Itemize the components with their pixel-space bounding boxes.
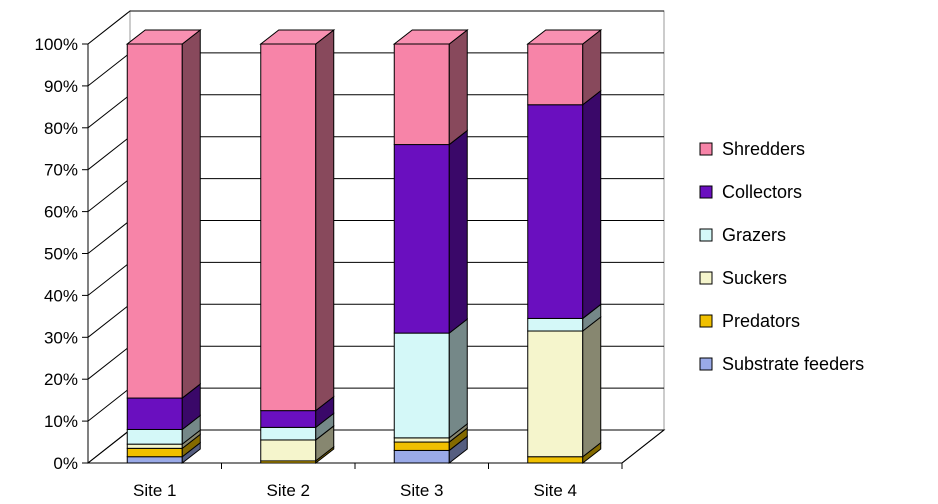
bar-side <box>448 318 468 439</box>
bar-segment <box>393 144 450 334</box>
legend-swatch <box>699 271 713 285</box>
bar-segment <box>126 43 183 399</box>
x-tick-label: Site 1 <box>133 481 176 500</box>
bar-segment <box>260 43 317 412</box>
x-tick-label: Site 3 <box>400 481 443 500</box>
x-axis-depth-line <box>621 429 665 464</box>
bar-segment <box>393 437 450 443</box>
bar-side <box>315 28 335 412</box>
legend-label: Grazers <box>722 225 786 245</box>
bar-segment <box>260 439 317 462</box>
y-tick-label: 30% <box>44 328 78 347</box>
legend: Shredders Collectors Grazers Suckers Predato… <box>699 139 864 374</box>
bar-segment <box>126 456 183 464</box>
bar-segment <box>126 428 183 445</box>
bar-segment <box>527 317 584 332</box>
bar-segment <box>527 104 584 319</box>
bar-segment <box>126 443 183 449</box>
bar-top <box>526 29 603 45</box>
legend-swatch <box>699 142 713 156</box>
y-tick-label: 0% <box>53 454 78 473</box>
y-tick-label: 40% <box>44 286 78 305</box>
bar-side <box>582 89 602 320</box>
y-tick-label: 70% <box>44 161 78 180</box>
y-tick-label: 10% <box>44 412 78 431</box>
bar-segment <box>393 43 450 146</box>
bar-side <box>181 28 201 400</box>
y-tick-label: 20% <box>44 370 78 389</box>
bar-segment <box>126 397 183 430</box>
bar-segment <box>527 456 584 464</box>
bar-segment <box>260 426 317 441</box>
bar-segment <box>393 332 450 439</box>
y-tick-label: 100% <box>35 35 78 54</box>
bar-top <box>392 29 469 45</box>
bar-segment <box>260 410 317 428</box>
legend-swatch <box>699 185 713 199</box>
x-tick-label: Site 4 <box>534 481 577 500</box>
bar-top <box>259 29 336 45</box>
legend-label: Collectors <box>722 182 802 202</box>
bar-side <box>448 28 468 146</box>
bar-segment <box>527 43 584 106</box>
y-tick-label: 50% <box>44 245 78 264</box>
bar-segment <box>527 330 584 458</box>
y-tick-label: 90% <box>44 77 78 96</box>
bar-segment <box>393 449 450 464</box>
legend-swatch <box>699 314 713 328</box>
y-tick-label: 60% <box>44 203 78 222</box>
bar-side <box>582 315 602 458</box>
legend-swatch <box>699 228 713 242</box>
legend-label: Suckers <box>722 268 787 288</box>
bar-side <box>448 129 468 335</box>
bar-segment <box>126 447 183 458</box>
bar-segment <box>393 441 450 451</box>
x-tick-label: Site 2 <box>267 481 310 500</box>
bar-top <box>125 29 202 45</box>
gridline <box>87 10 664 45</box>
legend-label: Predators <box>722 311 800 331</box>
y-tick-label: 80% <box>44 119 78 138</box>
legend-label: Substrate feeders <box>722 354 864 374</box>
legend-swatch <box>699 357 713 371</box>
legend-label: Shredders <box>722 139 805 159</box>
